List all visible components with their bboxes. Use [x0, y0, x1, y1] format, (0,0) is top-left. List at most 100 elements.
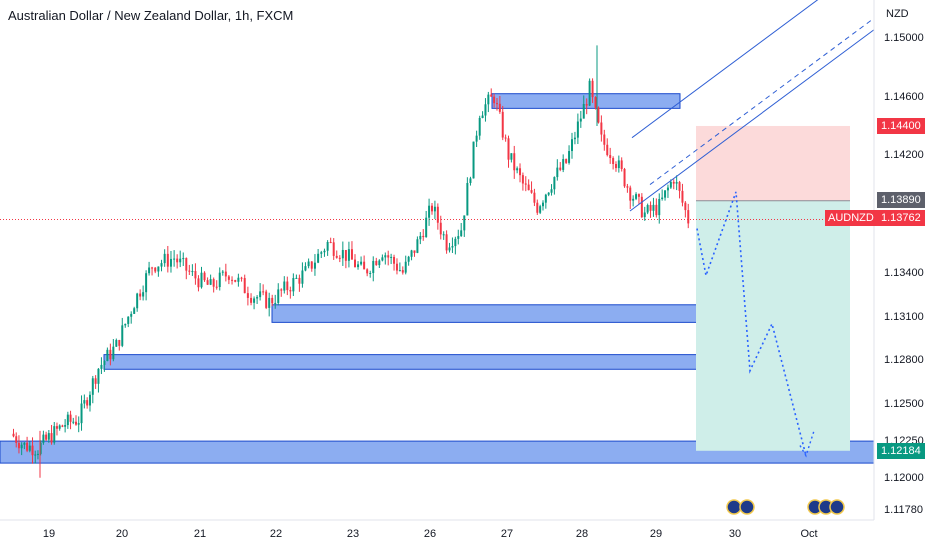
candle-body: [115, 340, 118, 347]
candle-body: [454, 238, 457, 247]
candle-body: [425, 217, 428, 238]
candle-body: [571, 139, 573, 152]
candle-body: [112, 346, 115, 360]
candle-body: [404, 261, 407, 273]
candle-body: [86, 400, 89, 406]
candle-body: [442, 234, 445, 236]
time-tick-label: 30: [728, 528, 742, 540]
candle-body: [582, 104, 585, 119]
take-profit-zone[interactable]: [696, 200, 850, 451]
candle-body: [609, 155, 612, 159]
projected-arrow-head: [799, 430, 815, 458]
candle-body: [262, 291, 265, 293]
candle-body: [448, 247, 451, 251]
candle-body: [419, 235, 422, 240]
candle-body: [58, 425, 61, 429]
candle-body: [218, 272, 221, 288]
candle-body: [436, 206, 439, 223]
economic-event-flag-icon[interactable]: [739, 499, 755, 515]
channel-upper-line[interactable]: [631, 0, 874, 139]
candle-body: [194, 271, 197, 279]
candle-body: [118, 340, 121, 346]
candle-body: [139, 293, 142, 297]
candle-body: [372, 260, 375, 274]
candle-body: [109, 349, 112, 360]
candle-body: [298, 277, 301, 284]
candle-body: [227, 276, 230, 280]
candle-body: [74, 421, 77, 425]
candle-body: [603, 134, 606, 145]
candle-body: [277, 289, 280, 303]
candle-body: [460, 230, 463, 237]
candle-body: [469, 178, 472, 183]
candle-body: [121, 325, 124, 346]
price-tick-label: 1.15000: [884, 32, 924, 44]
projected-path-line[interactable]: [696, 191, 807, 456]
candle-body: [640, 196, 643, 218]
candle-body: [310, 261, 313, 269]
candle-body: [366, 269, 369, 274]
candle-body: [687, 210, 690, 224]
take-profit-price-label: 1.14400: [877, 118, 925, 134]
candle-body: [221, 271, 224, 273]
candle-body: [212, 279, 215, 287]
candle-body: [326, 241, 329, 251]
target-price-label: 1.12184: [877, 443, 925, 459]
economic-event-flag-icon[interactable]: [726, 499, 742, 515]
candle-body: [151, 267, 154, 269]
candle-body: [292, 278, 295, 292]
candle-body: [585, 104, 588, 106]
candle-body: [145, 273, 148, 293]
candle-body: [80, 403, 83, 424]
channel-mid-line[interactable]: [649, 17, 875, 185]
candle-body: [50, 433, 53, 443]
candle-body: [341, 249, 344, 259]
economic-event-flag-icon[interactable]: [829, 499, 845, 515]
candle-body: [363, 261, 366, 270]
candle-body: [612, 158, 615, 165]
candle-body: [53, 426, 56, 443]
candle-body: [66, 414, 69, 426]
candle-body: [431, 205, 433, 212]
candle-body: [501, 111, 504, 138]
candle-body: [34, 454, 37, 456]
candle-body: [124, 323, 127, 326]
candle-body: [55, 426, 58, 429]
price-tick-label: 1.12800: [884, 354, 924, 367]
candle-body: [597, 107, 600, 123]
candle-body: [655, 204, 658, 216]
candle-body: [231, 279, 234, 281]
candle-body: [240, 277, 243, 279]
candle-body: [629, 187, 632, 201]
candle-body: [439, 222, 442, 235]
channel-lower-line[interactable]: [629, 29, 875, 212]
candle-body: [338, 257, 341, 259]
candle-body: [234, 280, 237, 282]
resistance-zone[interactable]: [491, 93, 681, 109]
candle-body: [154, 267, 157, 272]
candle-body: [250, 297, 253, 303]
candle-body: [100, 364, 103, 369]
candle-body: [536, 202, 539, 213]
candle-body: [684, 202, 687, 211]
candle-body: [466, 182, 469, 216]
candle-body: [271, 297, 274, 304]
candle-body: [413, 250, 416, 253]
candle-body: [445, 234, 448, 251]
candle-body: [253, 298, 256, 303]
candle-body: [280, 289, 283, 291]
candle-body: [28, 445, 31, 451]
candle-body: [268, 297, 271, 308]
candle-body: [606, 144, 609, 156]
time-tick-label: 20: [115, 528, 129, 540]
candle-body: [565, 159, 568, 163]
candle-body: [39, 442, 42, 454]
candle-body: [286, 281, 289, 291]
candle-body: [407, 256, 410, 262]
candle-body: [547, 192, 550, 195]
candle-body: [573, 137, 576, 140]
candle-body: [323, 250, 326, 253]
candle-body: [47, 433, 50, 440]
stop-loss-zone[interactable]: [696, 125, 850, 201]
